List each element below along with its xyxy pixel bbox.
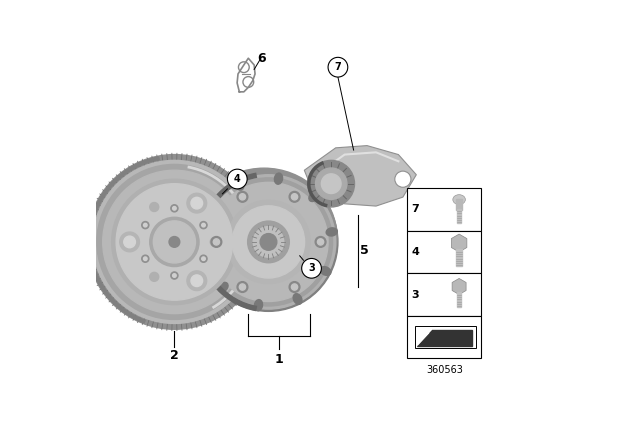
Text: 3: 3 — [308, 263, 315, 273]
Circle shape — [199, 172, 338, 311]
Circle shape — [237, 282, 248, 293]
Bar — [457, 292, 461, 307]
Circle shape — [232, 206, 305, 278]
Circle shape — [211, 237, 220, 246]
Bar — [456, 199, 462, 211]
Ellipse shape — [453, 194, 465, 204]
Ellipse shape — [320, 267, 331, 276]
Text: 1: 1 — [275, 353, 284, 366]
Circle shape — [395, 171, 411, 187]
Bar — [407, 273, 481, 316]
Circle shape — [209, 182, 328, 302]
Circle shape — [173, 207, 176, 210]
Text: 4: 4 — [234, 174, 241, 184]
Circle shape — [239, 284, 246, 290]
Circle shape — [171, 272, 178, 279]
Bar — [456, 249, 462, 266]
Circle shape — [124, 236, 136, 248]
Circle shape — [143, 224, 147, 227]
Text: 360563: 360563 — [426, 365, 463, 375]
Circle shape — [187, 271, 207, 291]
Circle shape — [150, 217, 199, 267]
Text: 4: 4 — [412, 247, 419, 257]
Polygon shape — [417, 332, 429, 345]
Circle shape — [237, 191, 248, 202]
Circle shape — [248, 221, 289, 263]
Circle shape — [202, 224, 205, 227]
Ellipse shape — [200, 248, 211, 256]
Text: 3: 3 — [412, 289, 419, 300]
Circle shape — [120, 232, 140, 252]
Circle shape — [321, 174, 341, 194]
Text: 7: 7 — [412, 204, 419, 215]
Circle shape — [213, 239, 220, 245]
Circle shape — [93, 160, 256, 323]
Circle shape — [200, 222, 207, 229]
Circle shape — [116, 184, 233, 300]
Circle shape — [171, 205, 178, 212]
Ellipse shape — [218, 282, 228, 292]
Circle shape — [239, 194, 246, 200]
Circle shape — [315, 237, 326, 247]
Circle shape — [191, 275, 203, 287]
Polygon shape — [305, 146, 417, 206]
Circle shape — [141, 255, 149, 263]
Circle shape — [202, 175, 336, 309]
Circle shape — [211, 237, 222, 247]
Ellipse shape — [254, 300, 262, 311]
Circle shape — [154, 221, 195, 263]
Circle shape — [143, 257, 147, 261]
Circle shape — [200, 255, 207, 263]
Ellipse shape — [275, 173, 283, 184]
Ellipse shape — [206, 208, 217, 217]
Circle shape — [204, 178, 333, 306]
Circle shape — [317, 239, 324, 245]
Circle shape — [316, 168, 347, 199]
Text: 2: 2 — [170, 349, 179, 362]
Circle shape — [102, 170, 246, 314]
Bar — [407, 231, 481, 273]
Ellipse shape — [326, 228, 337, 236]
Circle shape — [328, 57, 348, 77]
Circle shape — [97, 164, 252, 319]
Ellipse shape — [96, 228, 280, 292]
Ellipse shape — [235, 180, 244, 190]
Circle shape — [291, 284, 298, 290]
Circle shape — [301, 258, 321, 278]
Circle shape — [202, 257, 205, 261]
Circle shape — [308, 160, 355, 207]
Circle shape — [150, 272, 159, 281]
Ellipse shape — [309, 192, 319, 202]
Text: 5: 5 — [360, 244, 369, 258]
Circle shape — [227, 169, 247, 189]
Polygon shape — [417, 331, 472, 346]
Circle shape — [87, 155, 262, 329]
Circle shape — [187, 193, 207, 213]
Circle shape — [150, 202, 159, 211]
Circle shape — [289, 282, 300, 293]
Circle shape — [112, 179, 237, 305]
Ellipse shape — [191, 168, 337, 307]
Circle shape — [169, 237, 180, 247]
Circle shape — [289, 191, 300, 202]
Ellipse shape — [293, 294, 302, 304]
Circle shape — [260, 233, 277, 250]
Circle shape — [291, 194, 298, 200]
Bar — [457, 209, 461, 223]
Circle shape — [227, 200, 310, 284]
Bar — [407, 316, 481, 358]
Circle shape — [253, 227, 284, 257]
Circle shape — [191, 197, 203, 209]
Circle shape — [141, 222, 149, 229]
Text: 6: 6 — [257, 52, 266, 65]
Circle shape — [173, 274, 176, 277]
Bar — [415, 326, 476, 349]
Bar — [407, 188, 481, 231]
Text: 7: 7 — [335, 62, 341, 72]
